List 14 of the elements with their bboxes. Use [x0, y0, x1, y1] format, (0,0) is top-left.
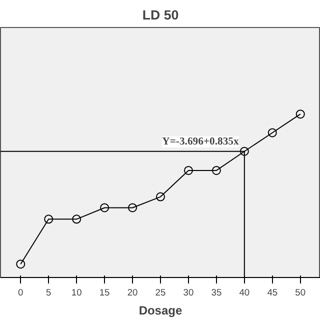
chart-title: LD 50: [142, 8, 179, 22]
x-tick-label: 40: [239, 288, 250, 298]
x-tick-label: 45: [267, 288, 278, 298]
x-tick-label: 15: [99, 288, 110, 298]
x-tick-label: 5: [46, 288, 52, 298]
x-tick-label: 0: [18, 288, 24, 298]
annotation: Y=-3.696+0.835x: [162, 136, 240, 148]
x-tick-label: 20: [127, 288, 138, 298]
x-tick-label: 35: [211, 288, 222, 298]
x-tick-label: 10: [71, 288, 82, 298]
x-axis-title: Dosage: [138, 304, 182, 318]
x-tick-label: 50: [295, 288, 306, 298]
x-tick-label: 30: [183, 288, 194, 298]
x-tick-label: 25: [155, 288, 166, 298]
